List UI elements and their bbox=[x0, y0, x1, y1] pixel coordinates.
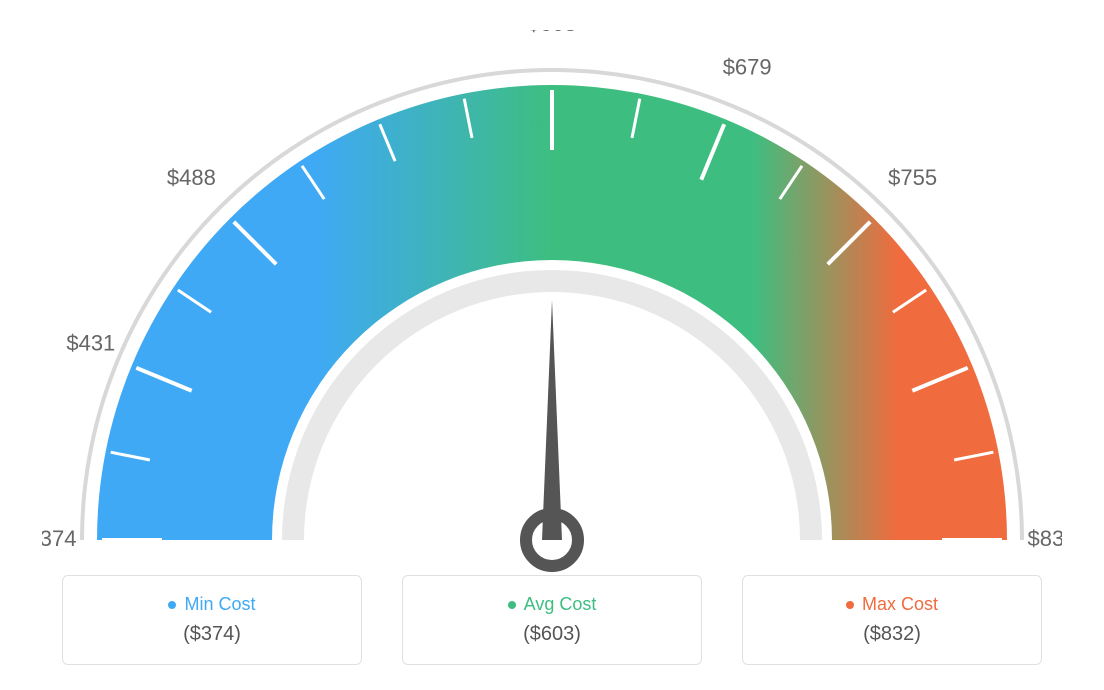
legend-label-row: Max Cost bbox=[846, 594, 938, 615]
legend-value-max: ($832) bbox=[863, 623, 921, 646]
legend-card-max: Max Cost ($832) bbox=[742, 575, 1042, 665]
legend-label-max: Max Cost bbox=[862, 594, 938, 615]
legend-label-row: Avg Cost bbox=[508, 594, 597, 615]
gauge-svg: $374 $431 $488 $603 $679 $755 $832 bbox=[42, 30, 1062, 590]
gauge-tick-label: $603 bbox=[528, 30, 577, 36]
gauge-tick-label: $679 bbox=[723, 55, 772, 80]
gauge-tick-label: $488 bbox=[167, 165, 216, 190]
legend-label-avg: Avg Cost bbox=[524, 594, 597, 615]
gauge-tick-label: $755 bbox=[888, 165, 937, 190]
legend-label-min: Min Cost bbox=[184, 594, 255, 615]
gauge-chart: $374 $431 $488 $603 $679 $755 $832 bbox=[42, 30, 1062, 580]
gauge-tick-label: $431 bbox=[66, 331, 115, 356]
gauge-tick-label: $374 bbox=[42, 526, 76, 551]
gauge-needle bbox=[542, 300, 562, 540]
legend-dot-avg bbox=[508, 601, 516, 609]
legend-value-avg: ($603) bbox=[523, 623, 581, 646]
legend-card-avg: Avg Cost ($603) bbox=[402, 575, 702, 665]
legend-label-row: Min Cost bbox=[168, 594, 255, 615]
legend-value-min: ($374) bbox=[183, 623, 241, 646]
gauge-tick-label: $832 bbox=[1028, 526, 1062, 551]
legend-row: Min Cost ($374) Avg Cost ($603) Max Cost… bbox=[62, 575, 1042, 665]
legend-dot-min bbox=[168, 601, 176, 609]
legend-card-min: Min Cost ($374) bbox=[62, 575, 362, 665]
legend-dot-max bbox=[846, 601, 854, 609]
